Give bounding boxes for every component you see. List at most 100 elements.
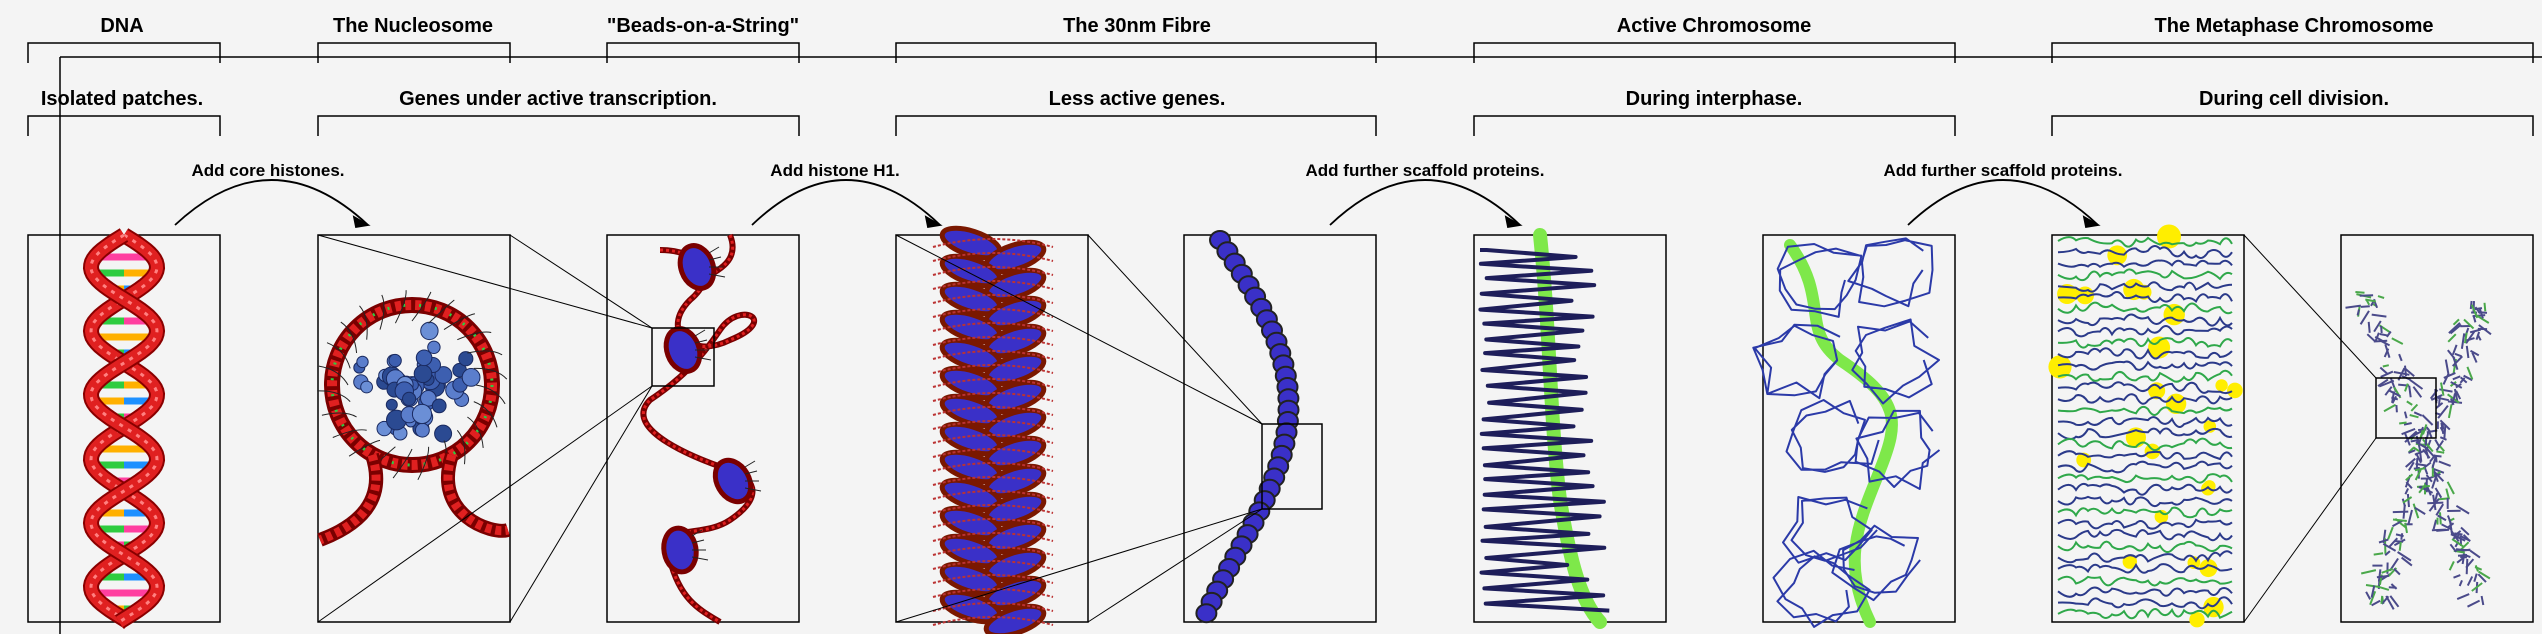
metaphase-scaffold: [2048, 224, 2243, 628]
chromatid-fiber: [2408, 449, 2416, 454]
chromatid-fiber: [2401, 427, 2416, 436]
bracket: [317, 115, 800, 136]
coil-bead: [1195, 603, 1218, 624]
zoom-connectors: [317, 234, 2377, 623]
chromatid-fiber: [2418, 483, 2427, 494]
histone-protein: [360, 380, 374, 394]
chromatid-fiber: [2397, 551, 2412, 562]
chromatid-fiber: [2413, 411, 2423, 417]
histone-tail: [411, 291, 432, 322]
nucleosome-illustration: [317, 290, 511, 547]
chromatin-loop: [1752, 323, 1841, 400]
bracket: [2051, 115, 2534, 136]
chromatin-loop: [1854, 409, 1941, 490]
linker-dna: [641, 234, 756, 624]
chromatid-fiber: [2405, 473, 2414, 482]
dna-wrap-bases: [330, 303, 494, 467]
chromatid-fiber: [2460, 526, 2470, 536]
condensed-chromatin: [2057, 596, 2233, 610]
chromatid-fiber: [2462, 534, 2471, 543]
chromatid-fiber: [2460, 333, 2466, 349]
zoom-line: [2243, 234, 2377, 379]
condensed-chromatin: [2057, 301, 2233, 315]
histone-protein: [461, 368, 481, 387]
histone-protein: [434, 424, 453, 443]
condensed-chromatin: [2057, 528, 2233, 542]
zoom-line: [895, 508, 1263, 623]
chromatid-fiber: [2398, 541, 2402, 551]
chromatid-fiber: [2469, 549, 2481, 559]
chromatid-fiber: [2407, 509, 2413, 526]
histone-tail: [694, 329, 706, 337]
subtitle-less-active: Less active genes.: [1048, 88, 1226, 110]
chromatin-loop: [1772, 549, 1871, 628]
chromatid-fiber: [2436, 450, 2445, 454]
histone-protein: [458, 351, 474, 367]
histone-tail: [691, 556, 709, 561]
histone-protein: [411, 403, 433, 425]
chromatid-fiber: [2402, 504, 2406, 519]
chromatid-fiber: [2404, 383, 2409, 392]
histone-tail: [340, 321, 358, 354]
fibre-dna: [932, 280, 1054, 290]
chromatid-fiber: [2359, 294, 2374, 297]
chromatid-fiber: [2456, 593, 2470, 601]
histone-tail: [475, 384, 506, 405]
histone-tail: [359, 305, 368, 340]
condensed-chromatin: [2057, 473, 2233, 484]
chromatid-fiber: [2422, 438, 2434, 453]
bracket: [606, 42, 800, 63]
fibre-dna: [932, 322, 1054, 332]
chromatid-fiber: [2436, 528, 2450, 532]
chromatid-fiber: [2379, 366, 2388, 375]
step-arrow: [751, 179, 941, 226]
condensed-chromatin: [2057, 325, 2233, 338]
chromatid-fiber: [2412, 503, 2420, 519]
chromatid-fiber: [2404, 487, 2410, 495]
arrow-head: [352, 215, 371, 229]
zoom-line: [895, 234, 1263, 425]
fibre-dna: [932, 252, 1054, 262]
histone-tail: [321, 412, 357, 418]
chromatid-fiber: [2458, 580, 2463, 587]
zoom-line: [317, 385, 653, 623]
fibre-nucleosome: [983, 603, 1047, 634]
dna-strand-highlight: [89, 233, 159, 624]
chromatid-fiber: [2414, 506, 2426, 515]
chromatid-fiber: [2399, 421, 2407, 425]
fibre-dna: [932, 392, 1054, 402]
chromatid-fiber: [2404, 430, 2418, 443]
chromatid-fiber: [2447, 349, 2456, 360]
linker-dna: [441, 452, 511, 538]
chromatid-fiber: [2432, 519, 2438, 530]
chromatid-fiber: [2442, 373, 2450, 385]
chromatid-fiber: [2463, 318, 2475, 330]
fibre-dna: [932, 532, 1054, 542]
condensed-chromatin: [2057, 393, 2233, 405]
step-arrow: [1907, 179, 2099, 226]
chromatid-fiber: [2472, 314, 2486, 318]
title-metaphase: The Metaphase Chromosome: [2154, 15, 2434, 37]
chromatid-fiber: [2371, 313, 2387, 318]
chromatid-fiber: [2447, 404, 2453, 419]
chromatid-fiber: [2380, 325, 2383, 334]
condensed-chromatin: [2057, 245, 2233, 259]
panel-frame: [1473, 234, 1667, 623]
chromatid-fiber: [2431, 456, 2437, 469]
chromatid-fiber: [2477, 570, 2491, 580]
chromatid-fiber: [2449, 543, 2457, 553]
chromatid-fiber: [2453, 388, 2459, 402]
histone-tail: [744, 487, 762, 492]
histone-tail: [318, 365, 349, 386]
active-chromosome-zigzag: [1478, 228, 1610, 629]
linker-dna: [317, 452, 383, 547]
chromatid-fiber: [2365, 584, 2380, 588]
bracket: [317, 42, 511, 63]
chromatid-fiber: [2447, 522, 2455, 529]
chromatid-fiber: [2473, 573, 2478, 582]
histone-tail: [332, 429, 367, 438]
condensed-chromatin: [2057, 268, 2233, 282]
fibre-dna: [932, 434, 1054, 444]
chromatid-fiber: [2435, 439, 2445, 451]
